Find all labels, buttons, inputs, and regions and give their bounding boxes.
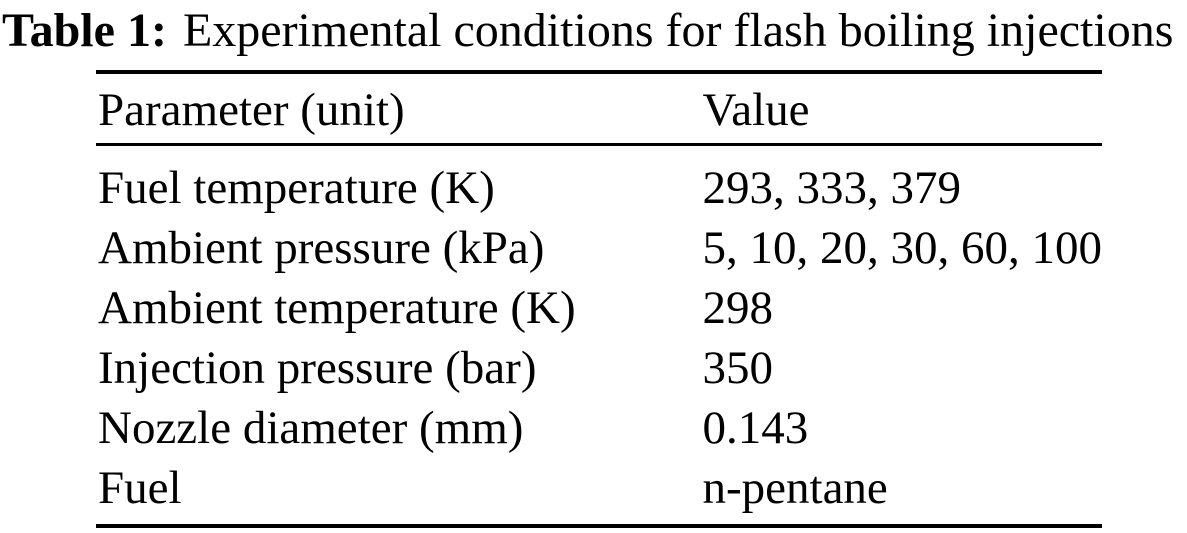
parameter-cell: Fuel xyxy=(98,462,182,514)
table-caption-text: Experimental conditions for flash boilin… xyxy=(182,4,1174,57)
value-cell: 0.143 xyxy=(702,402,809,454)
table-header-row: Parameter (unit) Value xyxy=(96,72,1102,146)
table-row: Fuel n-pentane xyxy=(96,458,1102,526)
parameter-cell: Fuel temperature (K) xyxy=(98,162,495,214)
value-cell: 5, 10, 20, 30, 60, 100 xyxy=(702,222,1103,274)
parameter-cell: Ambient temperature (K) xyxy=(98,282,576,334)
table-row: Fuel temperature (K) 293, 333, 379 xyxy=(96,145,1102,219)
table-caption: Table 1: Experimental conditions for flas… xyxy=(2,2,1187,60)
column-header-value: Value xyxy=(700,72,1102,146)
table-caption-label: Table 1: xyxy=(2,4,167,57)
column-header-parameter: Parameter (unit) xyxy=(96,72,701,146)
value-cell: 350 xyxy=(702,342,774,394)
parameter-cell: Ambient pressure (kPa) xyxy=(98,222,545,274)
value-cell: n-pentane xyxy=(702,462,888,514)
value-cell: 293, 333, 379 xyxy=(702,162,962,214)
table-row: Nozzle diameter (mm) 0.143 xyxy=(96,398,1102,458)
table-row: Ambient pressure (kPa) 5, 10, 20, 30, 60… xyxy=(96,218,1102,278)
parameter-cell: Injection pressure (bar) xyxy=(98,342,537,394)
table-row: Injection pressure (bar) 350 xyxy=(96,338,1102,398)
table-row: Ambient temperature (K) 298 xyxy=(96,278,1102,338)
parameter-cell: Nozzle diameter (mm) xyxy=(98,402,524,454)
experimental-conditions-table: Parameter (unit) Value Fuel temperature … xyxy=(96,70,1102,528)
value-cell: 298 xyxy=(702,282,774,334)
